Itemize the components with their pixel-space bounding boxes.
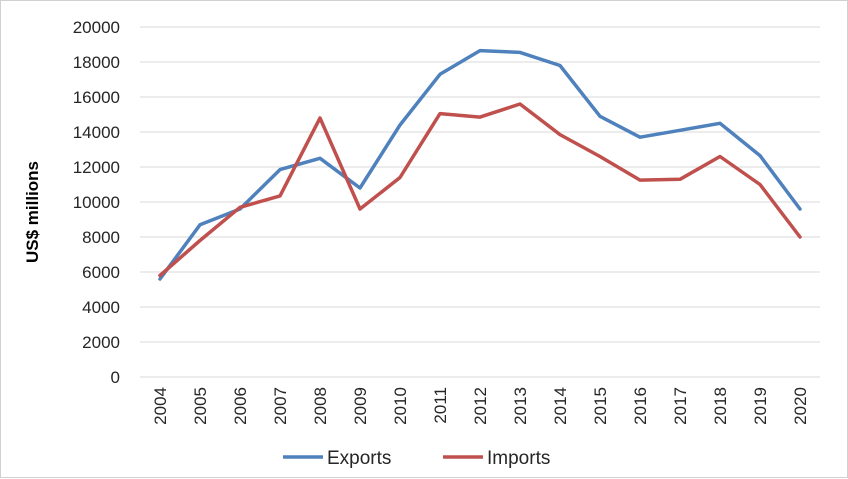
x-tick-label: 2006 xyxy=(231,387,250,425)
y-tick-label: 12000 xyxy=(73,158,120,177)
x-tick-label: 2004 xyxy=(151,387,170,425)
y-axis-label: US$ millions xyxy=(23,161,42,263)
x-tick-label: 2009 xyxy=(351,387,370,425)
x-tick-label: 2005 xyxy=(191,387,210,425)
y-tick-label: 2000 xyxy=(82,333,120,352)
x-tick-label: 2020 xyxy=(791,387,810,425)
x-tick-label: 2013 xyxy=(511,387,530,425)
y-tick-label: 10000 xyxy=(73,193,120,212)
x-tick-label: 2010 xyxy=(391,387,410,425)
y-tick-label: 18000 xyxy=(73,53,120,72)
x-tick-label: 2008 xyxy=(311,387,330,425)
gridlines xyxy=(140,26,820,343)
legend-label-exports: Exports xyxy=(327,448,391,469)
y-axis-ticks: 0 2000 4000 6000 8000 10000 12000 14000 16000 180… xyxy=(73,18,120,387)
y-tick-label: 20000 xyxy=(73,18,120,37)
y-tick-label: 0 xyxy=(111,368,120,387)
series-lines xyxy=(158,48,802,281)
series-line-imports xyxy=(158,102,802,278)
legend-label-imports: Imports xyxy=(487,448,550,469)
y-tick-label: 16000 xyxy=(73,88,120,107)
y-tick-label: 4000 xyxy=(82,298,120,317)
x-tick-label: 2012 xyxy=(471,387,490,425)
x-tick-label: 2011 xyxy=(431,387,450,424)
y-tick-label: 8000 xyxy=(82,228,120,247)
x-axis-ticks: 2004 2005 2006 2007 2008 2009 2010 2011 2012 2013… xyxy=(151,387,810,425)
x-tick-label: 2016 xyxy=(631,387,650,425)
x-tick-label: 2019 xyxy=(751,387,770,425)
x-tick-label: 2014 xyxy=(551,387,570,425)
y-tick-label: 14000 xyxy=(73,123,120,142)
legend: Exports Imports xyxy=(283,448,550,469)
x-tick-label: 2015 xyxy=(591,387,610,425)
y-tick-label: 6000 xyxy=(82,263,120,282)
x-tick-label: 2017 xyxy=(671,387,690,425)
series-line-exports xyxy=(158,48,802,281)
x-tick-label: 2018 xyxy=(711,387,730,425)
x-tick-label: 2007 xyxy=(271,387,290,425)
